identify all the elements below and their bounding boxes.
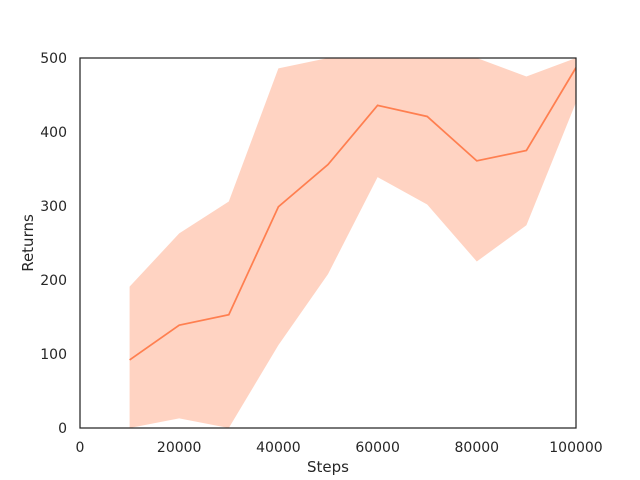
x-tick-label: 80000 xyxy=(455,440,500,456)
plot-frame xyxy=(79,57,577,429)
y-tick-label: 400 xyxy=(40,125,67,141)
x-tick-label: 40000 xyxy=(256,440,301,456)
y-tick-label: 500 xyxy=(40,51,67,67)
x-tick-label: 20000 xyxy=(157,440,202,456)
series-0-line xyxy=(129,67,576,361)
x-axis-label: Steps xyxy=(307,458,349,476)
x-tick-label: 0 xyxy=(76,440,85,456)
y-tick-label: 100 xyxy=(40,347,67,363)
y-tick-label: 0 xyxy=(58,421,67,437)
x-tick-label: 100000 xyxy=(549,440,602,456)
y-tick-label: 300 xyxy=(40,199,67,215)
x-tick-label: 60000 xyxy=(355,440,400,456)
y-axis-label: Returns xyxy=(19,214,37,272)
y-tick-label: 200 xyxy=(40,273,67,289)
